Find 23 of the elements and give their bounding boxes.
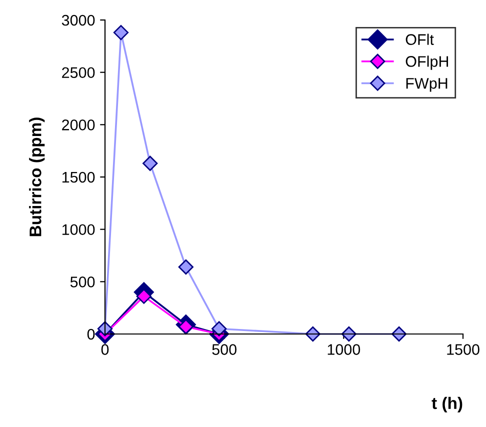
point: [142, 156, 158, 171]
point: [97, 321, 113, 336]
x-tick-label: 1500: [447, 344, 480, 355]
y-tick-label: 3000: [62, 14, 95, 26]
legend-label: FWpH: [406, 78, 448, 92]
point: [113, 24, 129, 40]
x-axis-title: t (h): [432, 396, 462, 412]
legend-label: OFlt: [406, 34, 434, 45]
legend-label: OFlpH: [406, 56, 448, 70]
x-tick-label: 500: [212, 344, 236, 355]
x-tick-label: 1000: [328, 344, 360, 355]
point: [212, 321, 227, 336]
x-tick-label: 0: [101, 344, 109, 355]
y-tick-label: 1000: [62, 224, 95, 236]
y-tick-label: 0: [87, 328, 95, 340]
y-tick-label: 2500: [62, 67, 95, 78]
point: [341, 326, 356, 342]
y-tick-label: 1500: [62, 172, 95, 183]
point: [178, 259, 194, 275]
y-tick-label: 2000: [62, 120, 95, 130]
y-tick-label: 500: [70, 276, 95, 288]
point: [136, 288, 152, 304]
y-axis-title: Butirrico (ppm): [29, 118, 45, 236]
